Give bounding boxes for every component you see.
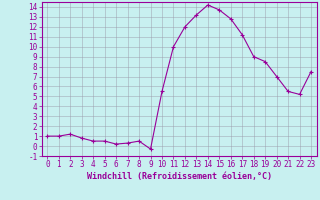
X-axis label: Windchill (Refroidissement éolien,°C): Windchill (Refroidissement éolien,°C): [87, 172, 272, 181]
